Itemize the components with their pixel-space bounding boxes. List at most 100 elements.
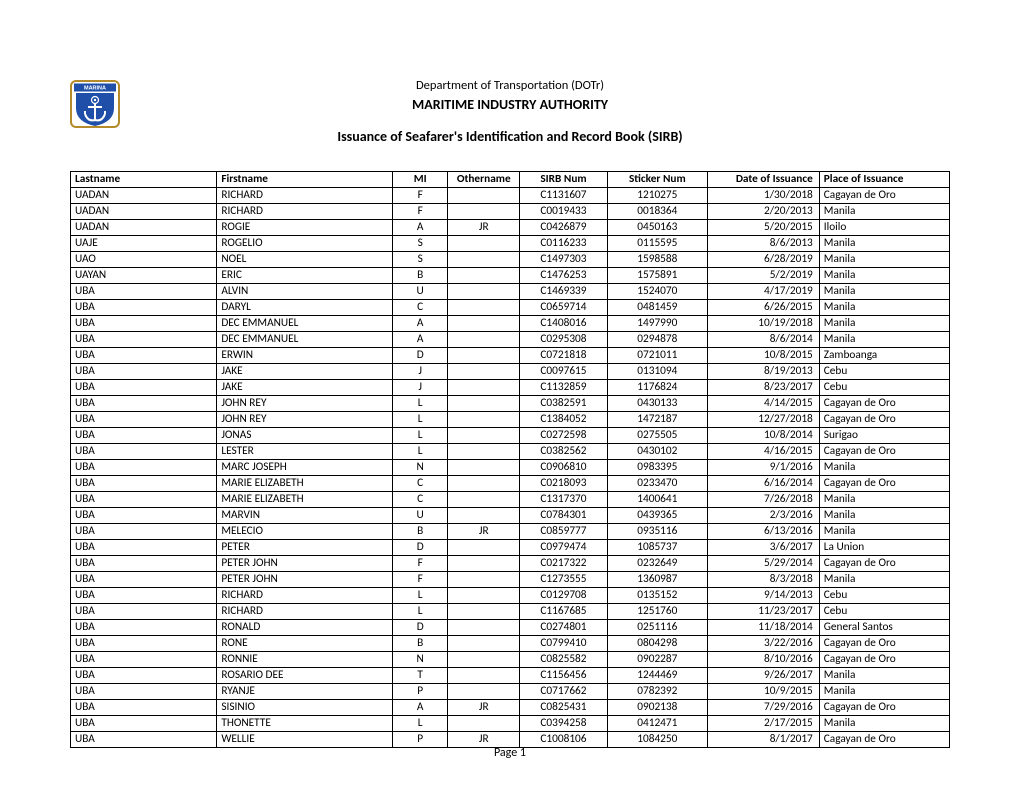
cell-lastname: UADAN (71, 203, 217, 219)
table-row: UBAPETERDC097947410857373/6/2017La Union (71, 539, 950, 555)
cell-place: Surigao (819, 427, 949, 443)
cell-place: Cagayan de Oro (819, 635, 949, 651)
cell-lastname: UAYAN (71, 267, 217, 283)
cell-mi: L (392, 427, 448, 443)
cell-place: Manila (819, 667, 949, 683)
cell-mi: F (392, 555, 448, 571)
cell-date: 10/8/2015 (707, 347, 819, 363)
cell-lastname: UBA (71, 347, 217, 363)
table-row: UBAALVINUC146933915240704/17/2019Manila (71, 283, 950, 299)
cell-place: Cebu (819, 363, 949, 379)
cell-date: 9/1/2016 (707, 459, 819, 475)
cell-othername (448, 475, 520, 491)
cell-mi: A (392, 219, 448, 235)
cell-lastname: UADAN (71, 219, 217, 235)
table-row: UBATHONETTELC039425804124712/17/2015Mani… (71, 715, 950, 731)
cell-date: 1/30/2018 (707, 187, 819, 203)
cell-date: 4/14/2015 (707, 395, 819, 411)
table-row: UBARICHARDLC012970801351529/14/2013Cebu (71, 587, 950, 603)
cell-sticker: 0233470 (607, 475, 707, 491)
cell-place: Cagayan de Oro (819, 187, 949, 203)
cell-date: 8/3/2018 (707, 571, 819, 587)
cell-mi: D (392, 619, 448, 635)
cell-sticker: 0804298 (607, 635, 707, 651)
table-row: UBAMARVINUC078430104393652/3/2016Manila (71, 507, 950, 523)
cell-sticker: 1085737 (607, 539, 707, 555)
cell-firstname: PETER JOHN (217, 571, 393, 587)
cell-date: 8/23/2017 (707, 379, 819, 395)
cell-lastname: UBA (71, 587, 217, 603)
cell-place: Cebu (819, 587, 949, 603)
table-row: UADANRICHARDFC001943300183642/20/2013Man… (71, 203, 950, 219)
cell-date: 11/18/2014 (707, 619, 819, 635)
cell-mi: D (392, 539, 448, 555)
cell-place: Cagayan de Oro (819, 411, 949, 427)
cell-othername (448, 683, 520, 699)
cell-lastname: UBA (71, 603, 217, 619)
cell-sirb: C1317370 (520, 491, 608, 507)
cell-firstname: JOHN REY (217, 395, 393, 411)
cell-lastname: UBA (71, 523, 217, 539)
header-text: Department of Transportation (DOTr) MARI… (70, 78, 950, 161)
cell-othername (448, 251, 520, 267)
cell-othername (448, 315, 520, 331)
cell-date: 8/1/2017 (707, 731, 819, 747)
table-row: UBAWELLIEPJRC100810610842508/1/2017Cagay… (71, 731, 950, 747)
cell-mi: L (392, 395, 448, 411)
cell-date: 6/26/2015 (707, 299, 819, 315)
cell-place: Cagayan de Oro (819, 699, 949, 715)
cell-place: Manila (819, 715, 949, 731)
cell-sirb: C1384052 (520, 411, 608, 427)
cell-mi: T (392, 667, 448, 683)
cell-date: 12/27/2018 (707, 411, 819, 427)
table-row: UBAROSARIO DEETC115645612444699/26/2017M… (71, 667, 950, 683)
cell-place: Manila (819, 491, 949, 507)
table-header-row: LastnameFirstnameMIOthernameSIRB NumStic… (71, 171, 950, 187)
cell-othername: JR (448, 523, 520, 539)
cell-firstname: ROSARIO DEE (217, 667, 393, 683)
cell-lastname: UBA (71, 491, 217, 507)
cell-mi: F (392, 571, 448, 587)
cell-sticker: 0935116 (607, 523, 707, 539)
cell-sirb: C0825431 (520, 699, 608, 715)
cell-place: Cebu (819, 603, 949, 619)
cell-lastname: UBA (71, 315, 217, 331)
table-row: UBARICHARDLC1167685125176011/23/2017Cebu (71, 603, 950, 619)
cell-mi: N (392, 459, 448, 475)
cell-place: Cagayan de Oro (819, 475, 949, 491)
cell-place: Manila (819, 571, 949, 587)
cell-firstname: THONETTE (217, 715, 393, 731)
cell-firstname: DEC EMMANUEL (217, 331, 393, 347)
authority-line: MARITIME INDUSTRY AUTHORITY (70, 96, 950, 114)
header-block: MARINA Department of Transportation (DOT… (70, 78, 950, 161)
cell-lastname: UBA (71, 507, 217, 523)
cell-othername (448, 411, 520, 427)
page-number: Page 1 (494, 746, 526, 760)
cell-place: Manila (819, 235, 949, 251)
cell-mi: C (392, 299, 448, 315)
cell-sirb: C0979474 (520, 539, 608, 555)
cell-othername (448, 651, 520, 667)
cell-othername (448, 715, 520, 731)
cell-firstname: WELLIE (217, 731, 393, 747)
cell-date: 6/13/2016 (707, 523, 819, 539)
cell-othername (448, 459, 520, 475)
cell-firstname: LESTER (217, 443, 393, 459)
cell-place: Manila (819, 251, 949, 267)
cell-sticker: 1251760 (607, 603, 707, 619)
table-row: UBAJAKEJC113285911768248/23/2017Cebu (71, 379, 950, 395)
cell-othername (448, 507, 520, 523)
cell-sticker: 0135152 (607, 587, 707, 603)
cell-firstname: PETER (217, 539, 393, 555)
cell-sirb: C0217322 (520, 555, 608, 571)
cell-firstname: DEC EMMANUEL (217, 315, 393, 331)
cell-sirb: C0784301 (520, 507, 608, 523)
cell-othername: JR (448, 731, 520, 747)
cell-sticker: 0450163 (607, 219, 707, 235)
cell-firstname: RICHARD (217, 187, 393, 203)
cell-sticker: 1497990 (607, 315, 707, 331)
cell-sirb: C0825582 (520, 651, 608, 667)
cell-lastname: UBA (71, 731, 217, 747)
cell-othername: JR (448, 219, 520, 235)
cell-mi: L (392, 411, 448, 427)
